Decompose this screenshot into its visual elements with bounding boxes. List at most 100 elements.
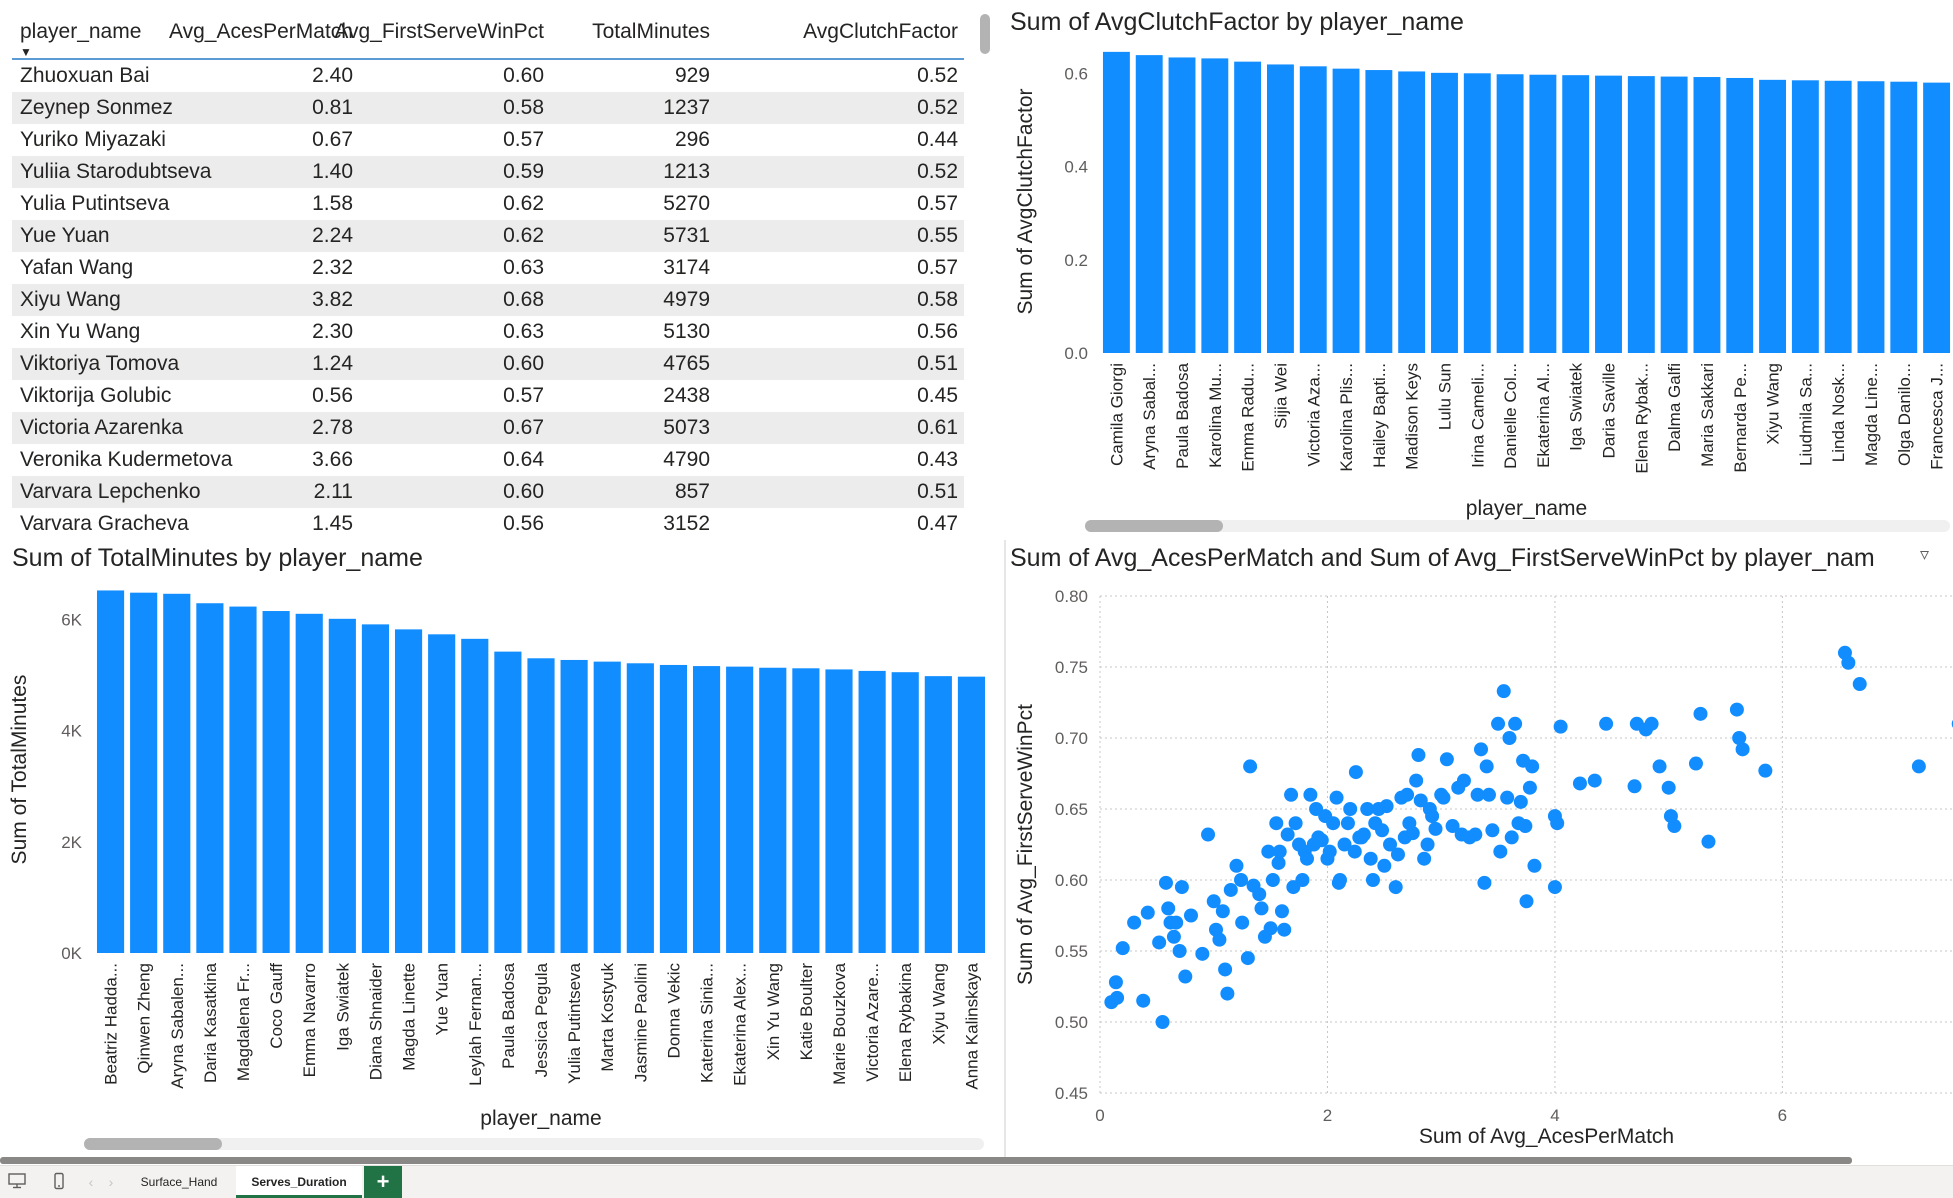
scatter-point bbox=[1234, 873, 1249, 887]
filter-icon[interactable]: ▿ bbox=[1920, 544, 1930, 564]
prev-page-icon[interactable]: ‹ bbox=[88, 1174, 94, 1190]
scatter-point bbox=[1477, 875, 1492, 890]
scatter-point bbox=[1243, 759, 1258, 774]
table-row[interactable]: Yafan Wang 2.32 0.63 3174 0.57 bbox=[12, 252, 964, 284]
column-header-avg-aces[interactable]: Avg_AcesPerMatch bbox=[168, 20, 353, 43]
table-row[interactable]: Yuriko Miyazaki 0.67 0.57 296 0.44 bbox=[12, 124, 964, 156]
mobile-view-icon[interactable] bbox=[48, 1172, 70, 1192]
x-tick-label: 0 bbox=[1095, 1106, 1104, 1125]
scatter-point bbox=[1288, 816, 1303, 831]
category-label: Xiyu Wang bbox=[1764, 363, 1783, 445]
table-row[interactable]: Varvara Lepchenko 2.11 0.60 857 0.51 bbox=[12, 476, 964, 508]
add-page-button[interactable]: + bbox=[364, 1166, 402, 1198]
column-header-first-serve-win[interactable]: Avg_FirstServeWinPct bbox=[334, 20, 544, 43]
bar bbox=[1398, 71, 1426, 353]
sort-descending-icon[interactable]: ▼ bbox=[20, 45, 32, 59]
scatter-point bbox=[1223, 882, 1238, 897]
bar bbox=[1923, 82, 1951, 353]
scatter-chart[interactable]: 0.45 0.50 0.55 0.60 0.65 0.70 0.75 0.80 0 2 4 6 Sum … bbox=[1006, 576, 1953, 1156]
scatter-point bbox=[1661, 780, 1676, 795]
minutes-chart-title: Sum of TotalMinutes by player_name bbox=[12, 544, 423, 572]
scatter-point bbox=[1235, 915, 1250, 930]
table-row[interactable]: Yue Yuan 2.24 0.62 5731 0.55 bbox=[12, 220, 964, 252]
scatter-point bbox=[1329, 790, 1344, 805]
scatter-point bbox=[1340, 816, 1355, 831]
table-row[interactable]: Varvara Gracheva 1.45 0.56 3152 0.47 bbox=[12, 508, 964, 537]
bar bbox=[1824, 80, 1852, 353]
page-horizontal-scrollbar[interactable] bbox=[0, 1157, 1852, 1164]
table-row[interactable]: Xin Yu Wang 2.30 0.63 5130 0.56 bbox=[12, 316, 964, 348]
scatter-point bbox=[1519, 894, 1534, 909]
cell-clutch-factor: 0.57 bbox=[917, 192, 958, 215]
scatter-point bbox=[1525, 759, 1540, 774]
cell-player-name: Yue Yuan bbox=[20, 224, 110, 247]
category-label: Hailey Bapti... bbox=[1370, 363, 1389, 468]
scatter-point bbox=[1314, 833, 1329, 848]
cell-total-minutes: 4979 bbox=[663, 288, 710, 311]
player-stats-table[interactable]: player_name ▼ Avg_AcesPerMatch Avg_First… bbox=[0, 0, 990, 537]
page-tab-bar: ‹ › Surface_Hand Serves_Duration + bbox=[0, 1165, 1953, 1198]
table-row[interactable]: Victoria Azarenka 2.78 0.67 5073 0.61 bbox=[12, 412, 964, 444]
cell-clutch-factor: 0.58 bbox=[917, 288, 958, 311]
category-label: Lulu Sun bbox=[1435, 363, 1454, 430]
bar bbox=[1365, 70, 1393, 353]
cell-first-serve-win: 0.68 bbox=[503, 288, 544, 311]
next-page-icon[interactable]: › bbox=[108, 1174, 114, 1190]
clutch-horizontal-scrollbar[interactable] bbox=[1085, 520, 1223, 532]
scatter-point bbox=[1735, 742, 1750, 757]
visual-divider bbox=[1004, 540, 1006, 1160]
scatter-point bbox=[1155, 1015, 1170, 1029]
tab-serves-duration[interactable]: Serves_Duration bbox=[236, 1166, 362, 1198]
cell-total-minutes: 1213 bbox=[663, 160, 710, 183]
scatter-point bbox=[1280, 827, 1295, 842]
clutch-bar-chart[interactable]: 0.0 0.2 0.4 0.6 Camila Giorgi Aryna Sabal... P… bbox=[1000, 40, 1953, 540]
scatter-point bbox=[1436, 790, 1451, 805]
bar bbox=[163, 593, 191, 953]
category-label: Magda Line... bbox=[1862, 363, 1881, 466]
category-label: Aryna Sabal... bbox=[1140, 363, 1159, 470]
category-label: Diana Shnaider bbox=[366, 963, 385, 1081]
category-label: Emma Radu... bbox=[1239, 363, 1258, 472]
table-row[interactable]: Zhuoxuan Bai 2.40 0.60 929 0.52 bbox=[12, 60, 964, 92]
scatter-point bbox=[1413, 793, 1428, 808]
table-row[interactable]: Yulia Putintseva 1.58 0.62 5270 0.57 bbox=[12, 188, 964, 220]
bar bbox=[1168, 57, 1196, 353]
scatter-point bbox=[1522, 780, 1537, 795]
desktop-view-icon[interactable] bbox=[6, 1172, 28, 1192]
table-row[interactable]: Yuliia Starodubtseva 1.40 0.59 1213 0.52 bbox=[12, 156, 964, 188]
table-row[interactable]: Viktoriya Tomova 1.24 0.60 4765 0.51 bbox=[12, 348, 964, 380]
column-header-player-name[interactable]: player_name bbox=[20, 20, 142, 43]
scatter-point bbox=[1417, 851, 1432, 866]
category-label: Jasmine Paolini bbox=[631, 963, 650, 1082]
category-label: Marie Bouzkova bbox=[830, 962, 849, 1084]
scatter-point bbox=[1470, 787, 1485, 802]
cell-total-minutes: 1237 bbox=[663, 96, 710, 119]
table-row[interactable]: Xiyu Wang 3.82 0.68 4979 0.58 bbox=[12, 284, 964, 316]
column-header-total-minutes[interactable]: TotalMinutes bbox=[592, 20, 710, 43]
table-row[interactable]: Viktorija Golubic 0.56 0.57 2438 0.45 bbox=[12, 380, 964, 412]
bar bbox=[1890, 81, 1918, 353]
cell-player-name: Varvara Gracheva bbox=[20, 512, 189, 535]
table-row[interactable]: Veronika Kudermetova 3.66 0.64 4790 0.43 bbox=[12, 444, 964, 476]
column-header-clutch-factor[interactable]: AvgClutchFactor bbox=[803, 20, 958, 43]
y-tick-label: 0.80 bbox=[1055, 587, 1088, 606]
report-canvas: player_name ▼ Avg_AcesPerMatch Avg_First… bbox=[0, 0, 1953, 1164]
cell-clutch-factor: 0.51 bbox=[917, 480, 958, 503]
cell-player-name: Viktoriya Tomova bbox=[20, 352, 180, 375]
table-vertical-scrollbar[interactable] bbox=[980, 14, 990, 54]
table-row[interactable]: Zeynep Sonmez 0.81 0.58 1237 0.52 bbox=[12, 92, 964, 124]
scatter-point bbox=[1652, 759, 1667, 774]
tab-surface-hand[interactable]: Surface_Hand bbox=[140, 1175, 218, 1189]
cell-avg-aces: 2.24 bbox=[312, 224, 353, 247]
scatter-point bbox=[1254, 901, 1269, 916]
minutes-horizontal-scrollbar[interactable] bbox=[84, 1138, 222, 1150]
category-label: Dalma Galfi bbox=[1665, 363, 1684, 452]
cell-avg-aces: 1.24 bbox=[312, 352, 353, 375]
bar bbox=[130, 592, 158, 953]
y-tick-label: 2K bbox=[61, 833, 82, 852]
cell-avg-aces: 1.45 bbox=[312, 512, 353, 535]
scatter-point bbox=[1220, 986, 1235, 1001]
minutes-bar-chart[interactable]: 0K 2K 4K 6K Beatriz Hadda... Qinwen Zheng Aryn… bbox=[0, 580, 1000, 1140]
cell-total-minutes: 5270 bbox=[663, 192, 710, 215]
scatter-point bbox=[1356, 827, 1371, 842]
